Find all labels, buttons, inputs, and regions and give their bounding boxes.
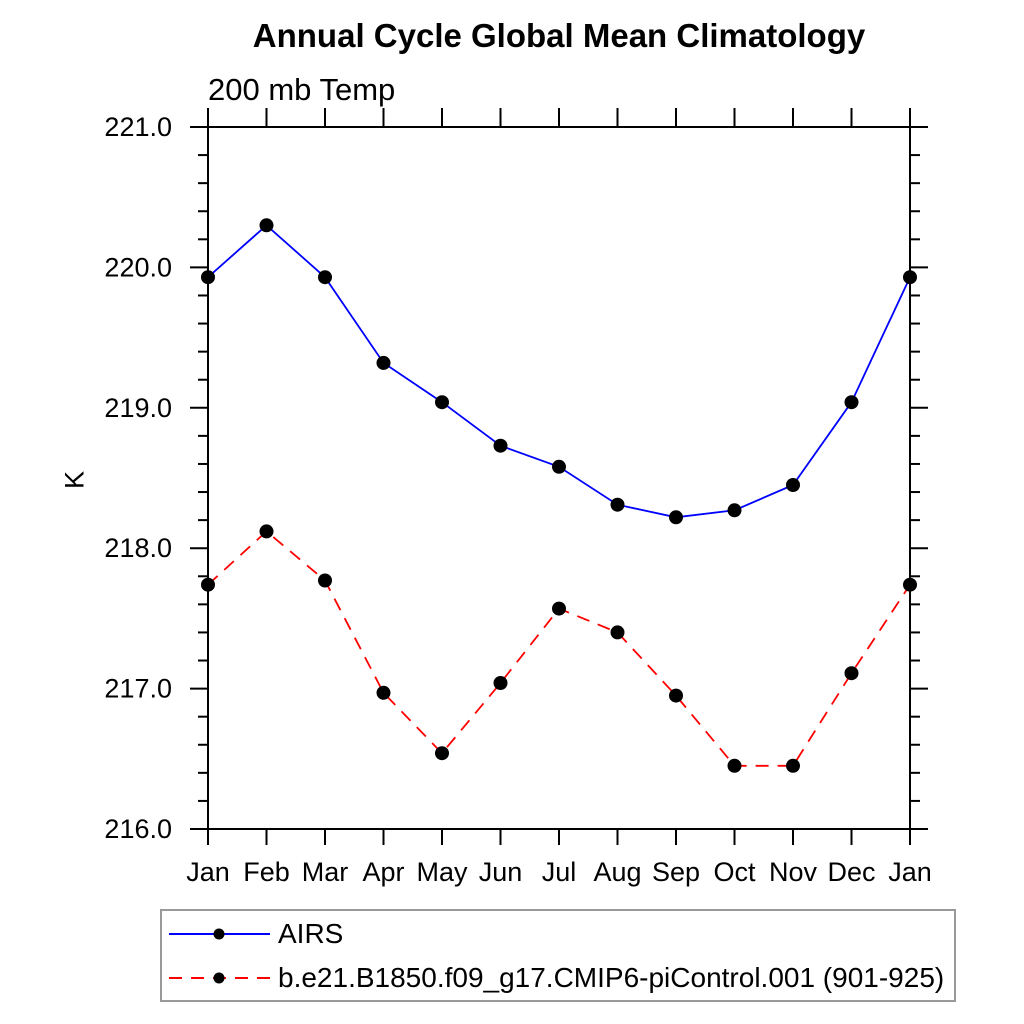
- data-point-marker-series-0: [903, 270, 917, 285]
- data-point-marker-series-0: [669, 510, 683, 525]
- legend-label-model: b.e21.B1850.f09_g17.CMIP6-piControl.001 …: [278, 961, 945, 993]
- x-tick-label: Mar: [302, 857, 349, 887]
- x-tick-label: Jan: [186, 857, 230, 887]
- x-tick-label: Apr: [362, 857, 404, 887]
- x-tick-label: Feb: [243, 857, 290, 887]
- series-line-1: [207, 530, 911, 767]
- data-point-marker-series-1: [844, 666, 859, 681]
- data-point-marker-series-1: [376, 685, 391, 700]
- data-point-marker-series-0: [610, 497, 625, 512]
- x-tick-label: Oct: [713, 857, 756, 887]
- legend-marker-dot: [213, 928, 225, 939]
- x-tick-label: Dec: [827, 857, 875, 887]
- data-point-marker-series-0: [844, 395, 859, 410]
- chart-title: Annual Cycle Global Mean Climatology: [252, 17, 866, 54]
- legend-item-airs: AIRS: [167, 911, 343, 956]
- data-point-marker-series-0: [493, 438, 508, 453]
- data-point-marker-series-1: [493, 676, 508, 690]
- data-point-marker-series-0: [435, 395, 449, 410]
- data-point-marker-series-0: [552, 459, 566, 474]
- data-point-marker-series-0: [259, 218, 274, 233]
- y-tick-label: 218.0: [104, 533, 172, 563]
- data-point-marker-series-1: [669, 688, 683, 703]
- y-tick-label: 217.0: [104, 674, 172, 704]
- data-point-marker-series-1: [318, 573, 332, 588]
- data-point-marker-series-1: [727, 758, 742, 773]
- y-tick-label: 221.0: [104, 112, 172, 142]
- plot-border: [207, 126, 911, 830]
- data-point-marker-series-1: [903, 577, 917, 592]
- data-point-marker-series-1: [435, 746, 449, 761]
- x-tick-label: Sep: [652, 857, 700, 887]
- x-tick-label: Aug: [593, 857, 641, 887]
- legend-item-model: b.e21.B1850.f09_g17.CMIP6-piControl.001 …: [167, 955, 944, 1000]
- data-point-marker-series-1: [552, 601, 566, 616]
- data-point-marker-series-1: [259, 524, 274, 539]
- data-point-marker-series-1: [786, 758, 800, 773]
- legend-swatch-solid-line: [169, 928, 270, 939]
- x-tick-label: Jan: [888, 857, 932, 887]
- data-point-marker-series-1: [610, 625, 625, 640]
- x-tick-label: Jun: [479, 857, 523, 887]
- data-point-marker-series-0: [201, 270, 215, 285]
- legend-box: AIRS b.e21.B1850.f09_g17.CMIP6-piControl…: [160, 909, 956, 1002]
- data-point-marker-series-0: [318, 270, 332, 285]
- data-point-marker-series-0: [727, 503, 742, 518]
- legend-marker-dot: [213, 972, 225, 983]
- y-tick-label: 220.0: [104, 252, 172, 282]
- legend-label-airs: AIRS: [278, 917, 344, 949]
- y-tick-label: 216.0: [104, 814, 172, 844]
- data-point-marker-series-0: [376, 355, 391, 370]
- chart-subtitle: 200 mb Temp: [208, 72, 396, 107]
- y-tick-label: 219.0: [104, 393, 172, 423]
- x-tick-label: Nov: [769, 857, 818, 887]
- x-tick-label: Jul: [542, 857, 577, 887]
- legend-swatch-dashed-line: [169, 972, 270, 983]
- x-tick-label: May: [416, 857, 468, 887]
- data-point-marker-series-1: [201, 577, 215, 592]
- data-point-marker-series-0: [786, 478, 800, 492]
